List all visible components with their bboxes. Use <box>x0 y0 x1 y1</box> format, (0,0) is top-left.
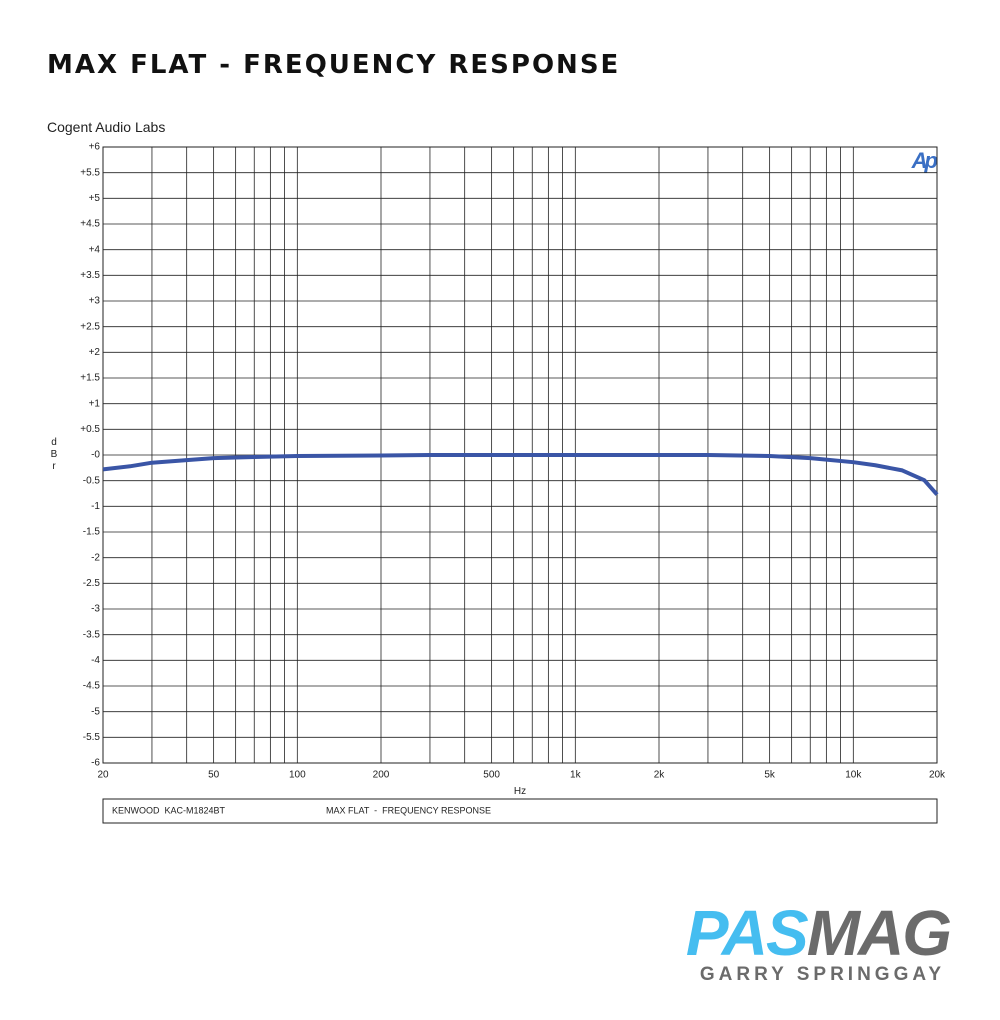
footer-test: MAX FLAT - FREQUENCY RESPONSE <box>326 805 491 815</box>
brand-logo-pas: PAS <box>686 897 809 969</box>
x-tick-label: 500 <box>483 770 500 781</box>
y-tick-label: +1 <box>89 398 101 409</box>
y-tick-label: -3.5 <box>83 629 101 640</box>
y-tick-label: -1.5 <box>83 527 101 538</box>
y-tick-label: -2 <box>91 552 100 563</box>
y-tick-label: -1 <box>91 501 100 512</box>
y-tick-label: +5 <box>89 193 101 204</box>
ap-logo: Ap <box>911 148 938 173</box>
y-tick-label: +2.5 <box>80 321 100 332</box>
y-tick-label: +6 <box>89 142 101 153</box>
author: GARRY SPRINGGAY <box>700 964 945 985</box>
y-tick-label: -0.5 <box>83 475 101 486</box>
y-tick-label: +3 <box>89 296 101 307</box>
footer-device: KENWOOD KAC-M1824BT <box>112 805 226 815</box>
page-title: MAX FLAT - FREQUENCY RESPONSE <box>47 50 620 80</box>
footer-box <box>102 798 938 824</box>
y-tick-label: +0.5 <box>80 424 100 435</box>
y-tick-label: -0 <box>91 450 100 461</box>
brand-logo-mag: MAG <box>807 897 951 969</box>
x-axis-label: Hz <box>514 786 526 797</box>
x-tick-label: 1k <box>570 770 582 781</box>
y-tick-label: -6 <box>91 758 100 769</box>
y-tick-label: -4.5 <box>83 681 101 692</box>
y-tick-label: +1.5 <box>80 373 100 384</box>
y-tick-label: +4.5 <box>80 219 100 230</box>
y-tick-label: -4 <box>91 655 100 666</box>
x-tick-label: 20 <box>97 770 109 781</box>
y-tick-label: +2 <box>89 347 101 358</box>
x-tick-label: 20k <box>929 770 946 781</box>
y-tick-label: -2.5 <box>83 578 101 589</box>
x-tick-label: 10k <box>845 770 862 781</box>
y-tick-label: -5 <box>91 706 100 717</box>
x-tick-label: 200 <box>373 770 390 781</box>
x-tick-label: 2k <box>654 770 666 781</box>
y-axis-label: dBr <box>49 437 60 473</box>
x-tick-label: 50 <box>208 770 220 781</box>
chart-subtitle: Cogent Audio Labs <box>47 119 165 135</box>
y-tick-label: +5.5 <box>80 167 100 178</box>
y-tick-label: +3.5 <box>80 270 100 281</box>
y-tick-label: -3 <box>91 604 100 615</box>
y-tick-label: -5.5 <box>83 732 101 743</box>
y-tick-label: +4 <box>89 244 101 255</box>
response-line <box>102 453 939 496</box>
x-tick-label: 100 <box>289 770 306 781</box>
x-tick-label: 5k <box>764 770 776 781</box>
brand-logo: PASMAG <box>686 897 950 969</box>
